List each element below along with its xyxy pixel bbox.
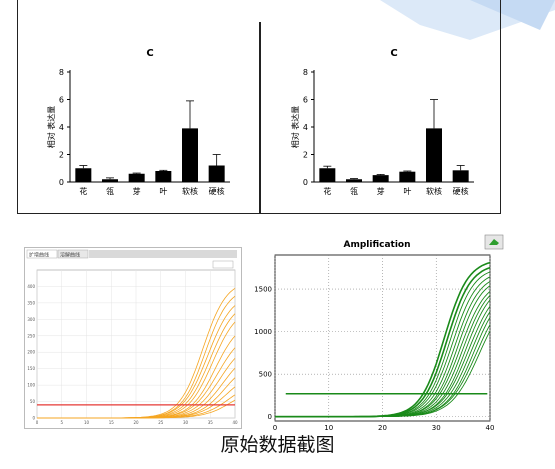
x-tick-label: 35	[208, 420, 214, 425]
bar	[182, 128, 198, 182]
x-tick-label: 20	[133, 420, 139, 425]
tab	[57, 249, 89, 259]
y-tick-label: 300	[27, 317, 35, 322]
y-axis-label: 相对 表达量	[290, 106, 300, 149]
bar-charts-divider	[259, 22, 261, 214]
x-tick-label: 30	[432, 424, 441, 432]
decorative-banner	[380, 0, 555, 40]
chart-title: Amplification	[343, 240, 410, 250]
y-tick-label: 2	[303, 151, 308, 160]
x-tick-label: 叶	[403, 187, 411, 196]
bar	[155, 171, 172, 182]
x-tick-label: 芽	[133, 186, 141, 196]
bar	[346, 179, 362, 182]
tab	[26, 249, 58, 259]
x-tick-label: 0	[273, 424, 277, 432]
x-tick-label: 硬核	[453, 186, 469, 196]
x-tick-label: 软核	[426, 186, 442, 196]
y-tick-label: 500	[259, 371, 272, 379]
zoom-box	[212, 260, 234, 269]
x-tick-label: 10	[324, 424, 333, 432]
x-tick-label: 40	[232, 420, 238, 425]
x-tick-label: 40	[486, 424, 495, 432]
y-tick-label: 200	[27, 350, 35, 355]
y-tick-label: 0	[303, 178, 308, 187]
x-tick-label: 叶	[159, 187, 167, 196]
chart-title: C	[390, 48, 397, 59]
tab-strip-bar	[89, 250, 237, 258]
y-tick-label: 50	[30, 399, 36, 404]
amplification-plot-green: Amplification 0 10 20 30 40 0 500 1000 1500	[254, 234, 504, 432]
chart-title: C	[146, 48, 153, 59]
bar	[372, 175, 389, 182]
x-tick-label: 芽	[377, 186, 385, 196]
bar	[399, 171, 416, 182]
x-tick-label: 瓴	[350, 186, 358, 196]
y-tick-label: 250	[27, 333, 35, 338]
tab-label: 扩增曲线	[29, 252, 49, 259]
y-tick-label: 1000	[254, 328, 272, 336]
y-tick-label: 100	[27, 383, 35, 388]
y-tick-label: 0	[59, 178, 64, 187]
y-tick-label: 400	[27, 284, 35, 289]
y-tick-label: 150	[27, 366, 35, 371]
bar	[208, 165, 225, 182]
y-tick-label: 350	[27, 300, 35, 305]
y-tick-label: 6	[59, 96, 64, 105]
y-tick-label: 4	[59, 123, 64, 132]
figure-caption: 原始数据截图	[220, 434, 335, 456]
x-tick-label: 25	[158, 420, 164, 425]
x-tick-label: 硬核	[209, 186, 225, 196]
y-tick-label: 8	[303, 68, 308, 77]
y-tick-label: 0	[32, 416, 35, 421]
bar	[426, 128, 442, 182]
x-tick-label: 花	[79, 186, 87, 196]
x-tick-label: 15	[109, 420, 115, 425]
x-tick-label: 花	[323, 186, 331, 196]
bar	[128, 173, 145, 182]
x-tick-label: 5	[60, 420, 63, 425]
x-tick-label: 20	[378, 424, 387, 432]
y-tick-label: 1500	[254, 286, 272, 294]
bar	[319, 168, 336, 182]
x-tick-label: 瓴	[106, 186, 114, 196]
amplification-curve	[37, 399, 236, 419]
x-tick-label: 软核	[182, 186, 198, 196]
x-tick-label: 10	[84, 420, 90, 425]
x-tick-label: 0	[36, 420, 39, 425]
y-tick-label: 8	[59, 68, 64, 77]
tab-label: 溶解曲线	[60, 252, 80, 259]
y-tick-label: 2	[59, 151, 64, 160]
bar	[75, 168, 92, 182]
arrow-icon	[489, 239, 499, 245]
y-tick-label: 6	[303, 96, 308, 105]
amplification-curve	[275, 330, 491, 418]
y-tick-label: 4	[303, 123, 308, 132]
y-axis-label: 相对 表达量	[46, 106, 56, 149]
x-tick-label: 30	[183, 420, 189, 425]
bar	[102, 179, 118, 182]
bar	[452, 170, 469, 182]
y-tick-label: 0	[268, 413, 272, 421]
